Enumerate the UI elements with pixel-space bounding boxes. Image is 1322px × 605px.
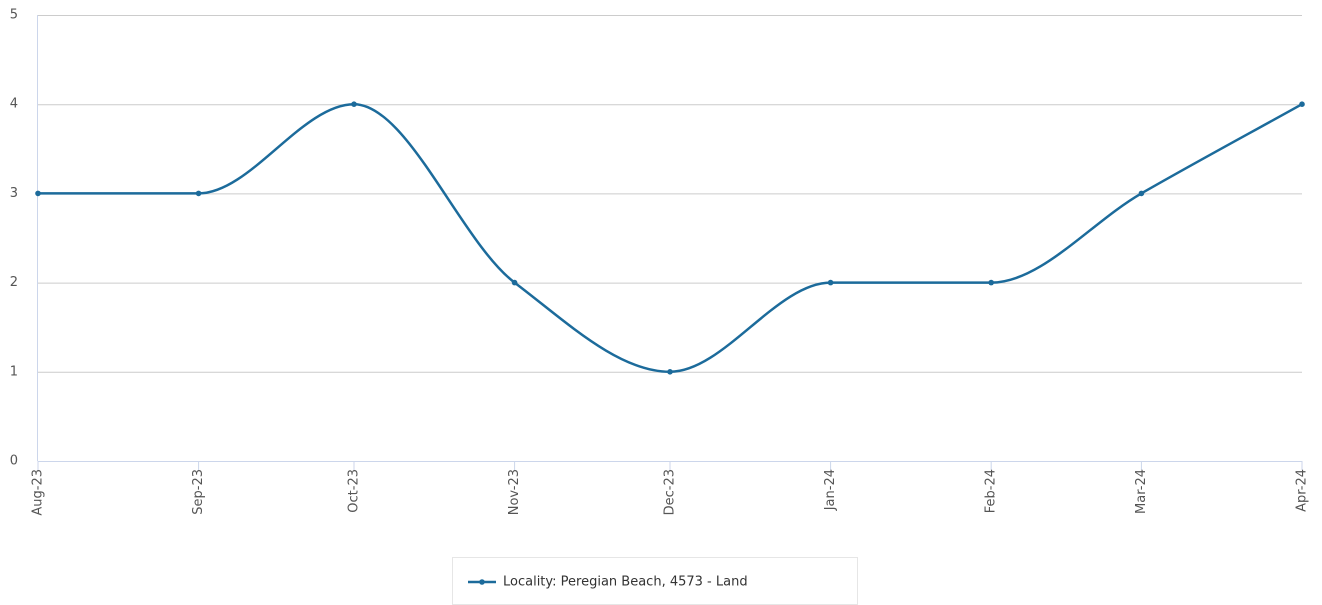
x-tick-label: Sep-23 bbox=[191, 469, 206, 515]
legend-label: Locality: Peregian Beach, 4573 - Land bbox=[503, 575, 748, 590]
data-point bbox=[195, 190, 202, 197]
x-tick-label: Aug-23 bbox=[31, 469, 46, 516]
x-tick-label: Oct-23 bbox=[347, 469, 362, 513]
y-tick-label: 3 bbox=[10, 186, 18, 201]
data-point bbox=[988, 279, 994, 286]
data-point bbox=[1138, 190, 1145, 197]
data-point bbox=[1299, 101, 1305, 107]
x-tick-label: Apr-24 bbox=[1295, 469, 1310, 512]
y-tick-label: 1 bbox=[10, 364, 18, 379]
data-point bbox=[511, 279, 518, 286]
x-tick-label: Jan-24 bbox=[823, 469, 838, 511]
x-tick-label: Nov-23 bbox=[507, 469, 522, 515]
legend-marker bbox=[479, 579, 485, 585]
y-tick-label: 4 bbox=[10, 97, 18, 112]
data-point bbox=[351, 101, 357, 107]
legend-box bbox=[452, 557, 858, 605]
y-tick-label: 0 bbox=[10, 454, 18, 469]
y-tick-label: 5 bbox=[10, 8, 18, 23]
data-point bbox=[667, 369, 673, 375]
x-tick-label: Feb-24 bbox=[984, 469, 999, 513]
series-line bbox=[38, 102, 1303, 374]
data-point bbox=[827, 279, 834, 286]
data-point bbox=[35, 190, 41, 197]
x-tick-label: Dec-23 bbox=[663, 469, 678, 515]
y-tick-label: 2 bbox=[10, 275, 18, 290]
x-tick-label: Mar-24 bbox=[1134, 469, 1149, 514]
